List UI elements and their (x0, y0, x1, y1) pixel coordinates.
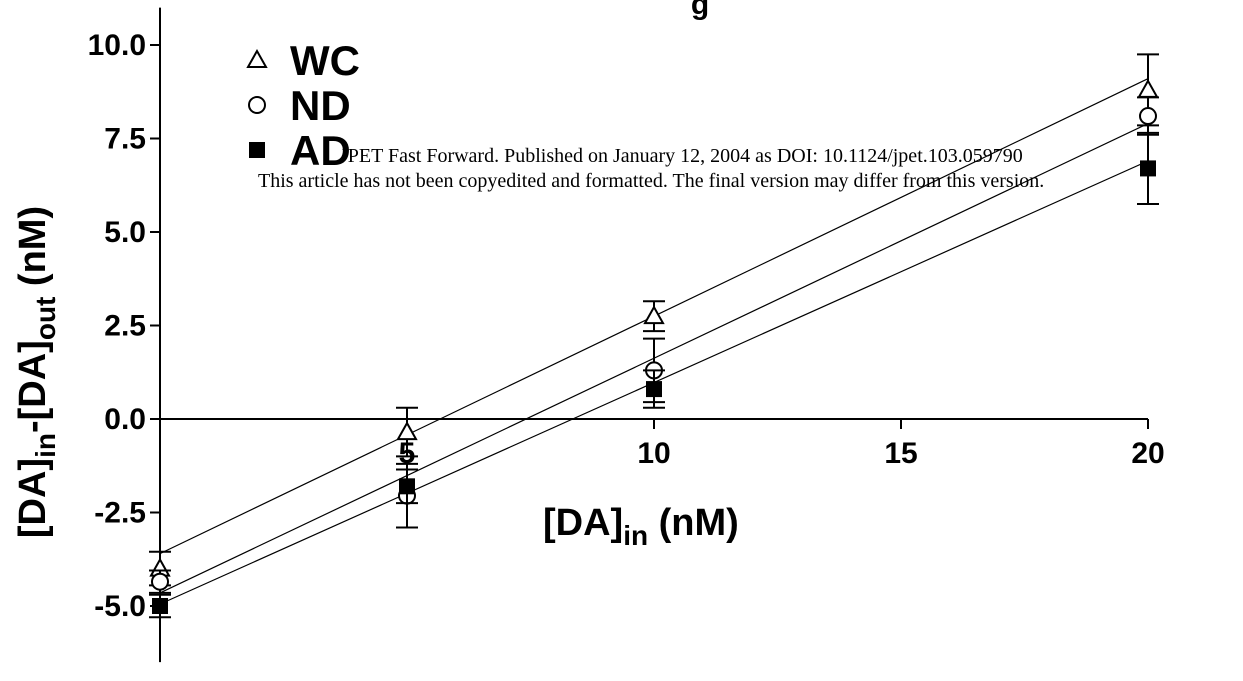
data-point-wc (643, 305, 665, 325)
x-tick-label: 20 (1131, 437, 1164, 470)
legend-marker-nd (248, 96, 266, 114)
legend-label-nd: ND (290, 82, 351, 129)
x-tick-label: 10 (637, 437, 670, 470)
y-tick-label: -5.0 (94, 590, 146, 623)
data-point-nd (151, 572, 169, 591)
y-tick-label: 7.5 (104, 123, 146, 156)
data-points (149, 53, 1159, 619)
legend-marker-wc (246, 48, 268, 68)
data-point-nd (1139, 107, 1157, 126)
data-point-wc (396, 421, 418, 441)
y-tick-label: 0.0 (104, 403, 146, 436)
axes: 10.07.55.02.50.0-2.5-5.05 10 15 20 (88, 7, 1165, 663)
data-point-wc (1137, 78, 1159, 98)
data-point-ad (399, 478, 415, 495)
y-tick-label: 10.0 (88, 29, 146, 62)
watermark-line-1: JPET Fast Forward. Published on January … (340, 145, 1023, 167)
legend-label-wc: WC (290, 37, 360, 84)
watermark-line-2: This article has not been copyedited and… (258, 170, 1044, 192)
y-axis-label: [DA]in-[DA]out (nM) (12, 206, 61, 538)
y-tick-label: 5.0 (104, 216, 146, 249)
y-tick-label: 2.5 (104, 310, 146, 343)
data-point-ad (152, 598, 168, 614)
data-point-ad (646, 381, 662, 398)
x-tick-label: 15 (884, 437, 917, 470)
data-point-ad (1140, 160, 1156, 177)
legend-marker-ad (249, 142, 265, 158)
legend-label-ad: AD (290, 127, 351, 174)
y-tick-label: -2.5 (94, 497, 146, 530)
x-axis-label: [DA]in (nM) (543, 502, 739, 551)
chart-title-fragment: g (691, 0, 709, 21)
